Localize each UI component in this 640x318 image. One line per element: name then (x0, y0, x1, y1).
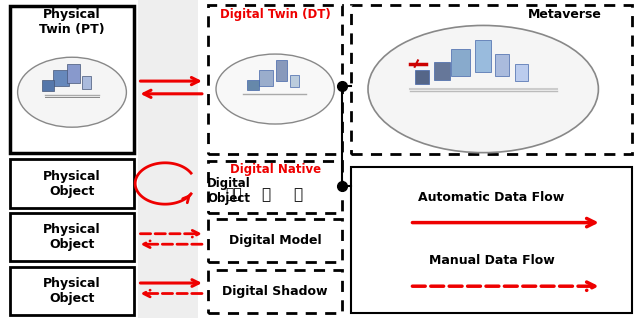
Ellipse shape (216, 54, 334, 124)
Bar (53, 70, 69, 86)
Text: Digital Shadow: Digital Shadow (223, 285, 328, 298)
Text: 🚁: 🚁 (293, 187, 302, 202)
Bar (247, 80, 259, 90)
Bar (42, 80, 54, 91)
Bar (351, 167, 632, 313)
Bar (138, 0, 198, 318)
Bar (434, 62, 450, 80)
Bar (10, 6, 134, 153)
Bar (10, 267, 134, 315)
Text: Physical
Object: Physical Object (43, 169, 101, 198)
Text: Digital
Object: Digital Object (207, 177, 251, 205)
Bar (82, 76, 92, 89)
Bar (259, 70, 273, 86)
Bar (67, 64, 80, 83)
Bar (290, 75, 299, 87)
Text: Manual Data Flow: Manual Data Flow (429, 254, 554, 267)
Bar (208, 219, 342, 262)
Bar (451, 49, 470, 76)
Ellipse shape (17, 57, 127, 127)
Bar (208, 270, 342, 313)
Bar (495, 54, 509, 76)
Text: Automatic Data Flow: Automatic Data Flow (419, 191, 564, 204)
Bar (208, 5, 342, 154)
Text: Digital Twin (DT): Digital Twin (DT) (220, 8, 331, 21)
Bar (476, 40, 492, 72)
Text: 🚕: 🚕 (261, 187, 270, 203)
Text: Physical
Object: Physical Object (43, 277, 101, 305)
Text: Metaverse: Metaverse (528, 8, 602, 21)
Text: Digital Model: Digital Model (229, 234, 321, 247)
Ellipse shape (368, 25, 598, 153)
Bar (10, 213, 134, 261)
Bar (415, 70, 429, 84)
Text: Physical
Twin (PT): Physical Twin (PT) (39, 8, 105, 36)
Bar (351, 5, 632, 154)
Bar (10, 159, 134, 208)
Text: Digital Native: Digital Native (230, 163, 321, 176)
Text: 👤👤: 👤👤 (225, 187, 242, 201)
Bar (208, 161, 342, 213)
Bar (276, 60, 287, 81)
Bar (515, 64, 528, 81)
Text: Physical
Object: Physical Object (43, 223, 101, 251)
